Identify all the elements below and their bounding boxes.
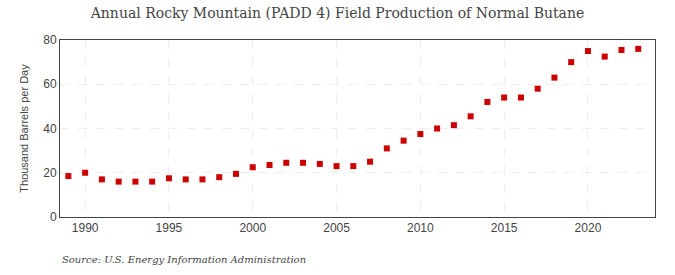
svg-text:20: 20 xyxy=(43,166,57,180)
svg-text:1990: 1990 xyxy=(72,221,99,235)
svg-text:2020: 2020 xyxy=(575,221,602,235)
svg-text:2015: 2015 xyxy=(491,221,518,235)
svg-text:40: 40 xyxy=(43,122,57,136)
svg-text:0: 0 xyxy=(50,210,57,224)
svg-text:Annual Rocky Mountain (PADD 4): Annual Rocky Mountain (PADD 4) Field Pro… xyxy=(90,5,585,21)
svg-text:2005: 2005 xyxy=(323,221,350,235)
svg-text:60: 60 xyxy=(43,77,57,91)
svg-text:Thousand Barrels per Day: Thousand Barrels per Day xyxy=(18,64,30,193)
svg-text:1995: 1995 xyxy=(156,221,183,235)
svg-text:Source: U.S. Energy Informatio: Source: U.S. Energy Information Administ… xyxy=(62,254,306,265)
svg-text:80: 80 xyxy=(43,33,57,47)
svg-text:2000: 2000 xyxy=(239,221,266,235)
svg-text:2010: 2010 xyxy=(407,221,434,235)
